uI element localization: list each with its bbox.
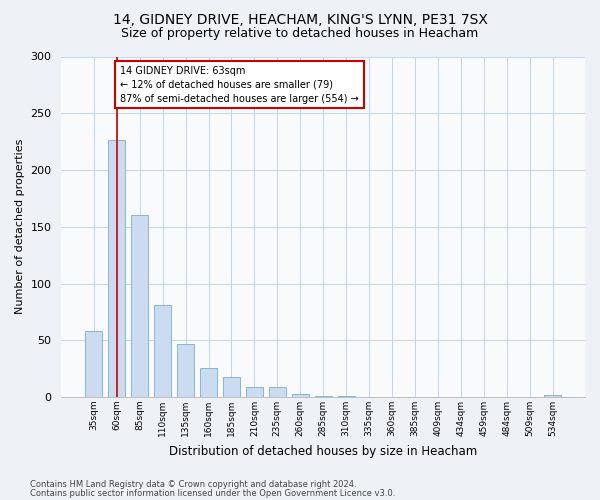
Bar — [269, 387, 286, 397]
X-axis label: Distribution of detached houses by size in Heacham: Distribution of detached houses by size … — [169, 444, 478, 458]
Bar — [314, 396, 332, 397]
Bar — [108, 140, 125, 397]
Bar — [544, 394, 561, 397]
Bar — [85, 331, 103, 397]
Text: Contains HM Land Registry data © Crown copyright and database right 2024.: Contains HM Land Registry data © Crown c… — [30, 480, 356, 489]
Bar — [131, 216, 148, 397]
Y-axis label: Number of detached properties: Number of detached properties — [15, 139, 25, 314]
Text: Size of property relative to detached houses in Heacham: Size of property relative to detached ho… — [121, 28, 479, 40]
Bar — [292, 394, 309, 397]
Bar — [200, 368, 217, 397]
Bar — [223, 376, 240, 397]
Bar — [246, 387, 263, 397]
Text: Contains public sector information licensed under the Open Government Licence v3: Contains public sector information licen… — [30, 488, 395, 498]
Bar — [154, 305, 171, 397]
Bar — [338, 396, 355, 397]
Bar — [177, 344, 194, 397]
Text: 14, GIDNEY DRIVE, HEACHAM, KING'S LYNN, PE31 7SX: 14, GIDNEY DRIVE, HEACHAM, KING'S LYNN, … — [113, 12, 487, 26]
Text: 14 GIDNEY DRIVE: 63sqm
← 12% of detached houses are smaller (79)
87% of semi-det: 14 GIDNEY DRIVE: 63sqm ← 12% of detached… — [120, 66, 359, 104]
